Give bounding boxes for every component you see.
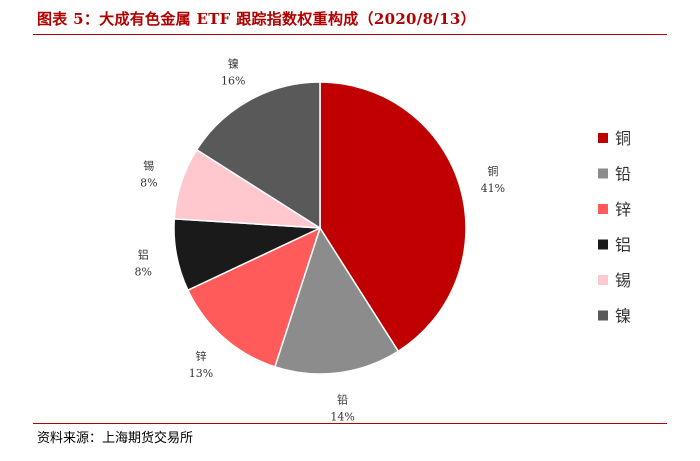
- pie-slice-2: [273, 226, 400, 375]
- legend-label: 铅: [615, 165, 631, 184]
- slice-category-label: 铝: [138, 248, 149, 262]
- legend-swatch: [598, 133, 608, 143]
- slice-percent-label: 14%: [330, 411, 354, 424]
- chart-title: 图表 5：大成有色金属 ETF 跟踪指数权重构成（2020/8/13）: [37, 10, 476, 28]
- legend-label: 镍: [615, 307, 631, 326]
- legend-label: 铜: [615, 129, 631, 148]
- pie-slice-3: [186, 226, 322, 368]
- legend-label: 锌: [615, 200, 631, 219]
- pie-slices: [173, 81, 467, 375]
- slice-category-label: 镍: [228, 56, 239, 70]
- legend-swatch: [598, 168, 608, 179]
- source-divider: [33, 423, 667, 424]
- source-note: 资料来源：上海期货交易所: [37, 431, 194, 446]
- pie-slice-6: [195, 81, 321, 230]
- legend-label: 锡: [615, 271, 631, 290]
- slice-category-label: 铜: [487, 164, 498, 178]
- slice-labels: 铜 41% 铅 14% 锌 13% 铝 8% 锡 8% 镍 16%: [134, 56, 505, 423]
- legend-swatch: [598, 310, 608, 321]
- legend-swatch: [598, 239, 608, 250]
- slice-percent-label: 13%: [189, 367, 213, 380]
- title-divider: [33, 34, 667, 35]
- slice-percent-label: 8%: [140, 176, 157, 189]
- pie-slice-1: [319, 81, 467, 353]
- legend-swatch: [598, 275, 608, 285]
- legend-label: 铝: [615, 236, 631, 255]
- slice-percent-label: 8%: [134, 266, 151, 279]
- slice-category-label: 铅: [337, 393, 348, 407]
- slice-percent-label: 41%: [481, 182, 505, 195]
- slice-percent-label: 16%: [221, 74, 245, 87]
- legend-swatch: [598, 204, 608, 214]
- slice-category-label: 锌: [195, 349, 206, 363]
- slice-category-label: 锡: [143, 158, 154, 172]
